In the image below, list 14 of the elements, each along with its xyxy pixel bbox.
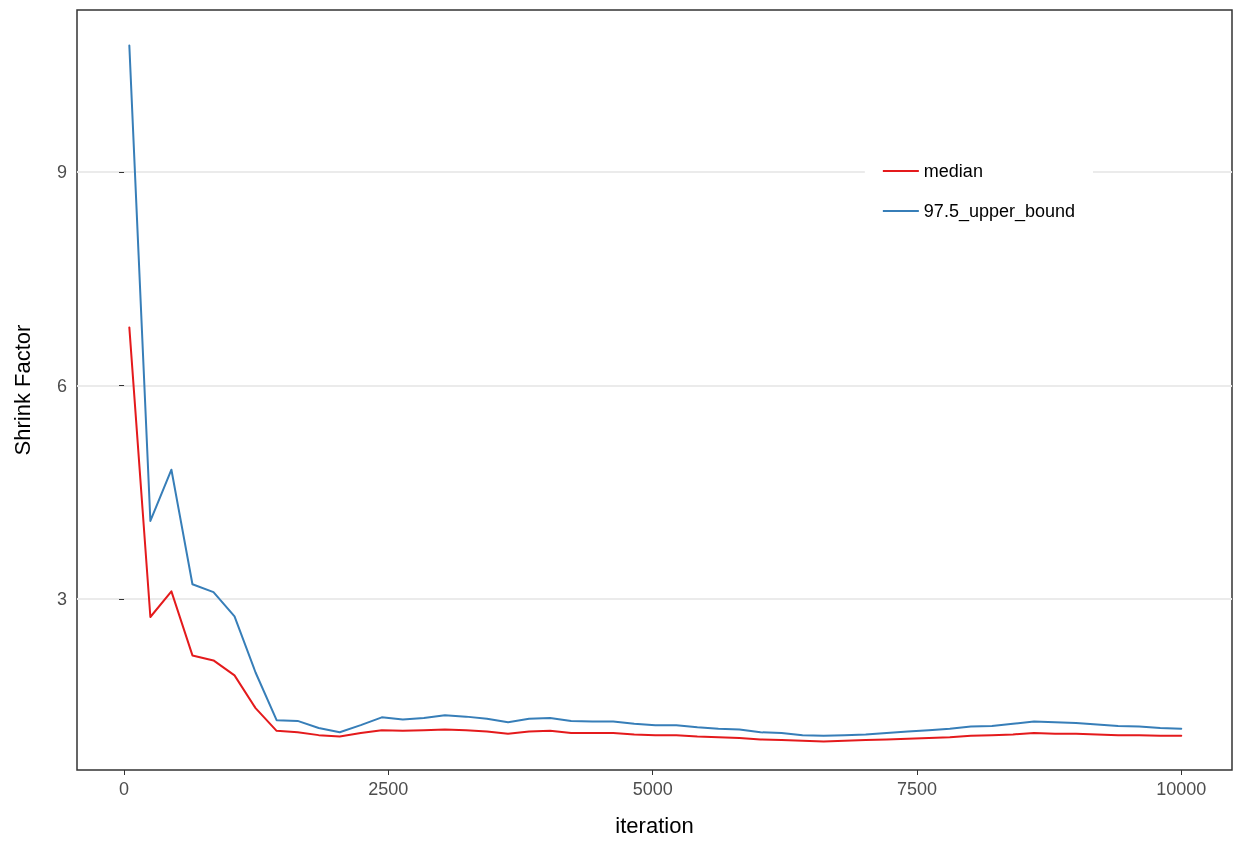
- y-axis-title: Shrink Factor: [9, 324, 35, 456]
- x-tick-label: 2500: [368, 779, 409, 799]
- x-tick-label: 5000: [632, 779, 673, 799]
- x-axis-title: iteration: [615, 812, 694, 838]
- y-tick-label: 6: [56, 375, 67, 396]
- legend-label: median: [923, 161, 983, 181]
- line-series: [128, 44, 1183, 737]
- y-tick-label: 9: [56, 162, 67, 183]
- x-tick-label: 10000: [1156, 779, 1207, 799]
- x-tick-label: 0: [119, 779, 130, 799]
- x-tick-label: 7500: [896, 779, 937, 799]
- line-series: [128, 326, 1183, 743]
- legend-label: 97.5_upper_bound: [923, 201, 1076, 222]
- y-tick-label: 3: [56, 589, 67, 610]
